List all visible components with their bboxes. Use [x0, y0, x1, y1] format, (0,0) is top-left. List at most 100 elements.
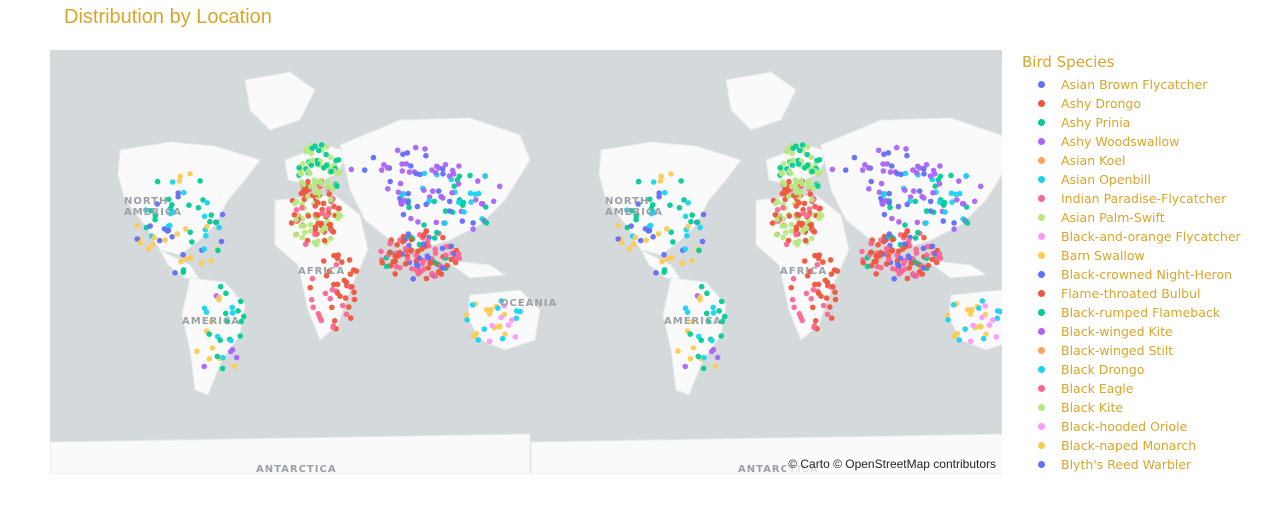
observation-marker[interactable] — [780, 205, 786, 211]
observation-marker[interactable] — [326, 268, 333, 274]
observation-marker[interactable] — [805, 184, 811, 191]
observation-marker[interactable] — [172, 270, 178, 276]
observation-marker[interactable] — [685, 200, 691, 206]
observation-marker[interactable] — [425, 255, 432, 261]
observation-marker[interactable] — [808, 221, 815, 228]
observation-marker[interactable] — [288, 220, 295, 226]
observation-marker[interactable] — [315, 200, 321, 206]
observation-marker[interactable] — [346, 257, 353, 263]
observation-marker[interactable] — [956, 178, 962, 184]
observation-marker[interactable] — [137, 240, 144, 246]
observation-marker[interactable] — [351, 289, 357, 295]
observation-marker[interactable] — [393, 263, 400, 270]
observation-marker[interactable] — [432, 250, 439, 256]
observation-marker[interactable] — [881, 211, 888, 218]
observation-marker[interactable] — [650, 234, 656, 240]
observation-marker[interactable] — [512, 334, 519, 340]
observation-marker[interactable] — [629, 208, 635, 214]
observation-marker[interactable] — [327, 154, 334, 161]
observation-marker[interactable] — [842, 167, 849, 173]
observation-marker[interactable] — [475, 337, 482, 343]
observation-marker[interactable] — [495, 323, 502, 330]
observation-marker[interactable] — [209, 345, 216, 351]
observation-marker[interactable] — [769, 220, 776, 226]
observation-marker[interactable] — [421, 232, 427, 238]
observation-marker[interactable] — [682, 213, 689, 220]
observation-marker[interactable] — [782, 229, 789, 236]
observation-marker[interactable] — [880, 168, 887, 174]
observation-marker[interactable] — [413, 267, 420, 273]
legend-item[interactable]: Black-crowned Night-Heron — [1022, 265, 1241, 284]
observation-marker[interactable] — [921, 166, 927, 172]
observation-marker[interactable] — [439, 265, 446, 271]
observation-marker[interactable] — [655, 231, 662, 237]
observation-marker[interactable] — [237, 298, 244, 305]
observation-marker[interactable] — [204, 200, 210, 206]
observation-marker[interactable] — [186, 202, 192, 208]
observation-marker[interactable] — [219, 211, 226, 218]
observation-marker[interactable] — [615, 236, 621, 242]
observation-marker[interactable] — [802, 237, 809, 244]
observation-marker[interactable] — [486, 311, 493, 317]
observation-marker[interactable] — [498, 314, 504, 321]
observation-marker[interactable] — [976, 323, 983, 330]
observation-marker[interactable] — [696, 247, 702, 254]
observation-marker[interactable] — [880, 201, 886, 207]
observation-marker[interactable] — [951, 220, 957, 226]
observation-marker[interactable] — [489, 322, 495, 329]
observation-marker[interactable] — [979, 298, 986, 304]
observation-marker[interactable] — [994, 315, 1001, 322]
observation-marker[interactable] — [481, 326, 488, 332]
observation-marker[interactable] — [469, 302, 476, 308]
observation-marker[interactable] — [311, 177, 318, 183]
observation-marker[interactable] — [914, 219, 921, 226]
observation-marker[interactable] — [964, 220, 971, 226]
observation-marker[interactable] — [312, 231, 318, 238]
observation-marker[interactable] — [681, 197, 687, 203]
observation-marker[interactable] — [682, 363, 688, 370]
observation-marker[interactable] — [431, 235, 438, 241]
observation-marker[interactable] — [307, 183, 314, 190]
observation-marker[interactable] — [689, 258, 695, 264]
observation-marker[interactable] — [904, 201, 910, 208]
observation-marker[interactable] — [169, 179, 176, 185]
observation-marker[interactable] — [396, 249, 403, 256]
observation-marker[interactable] — [940, 202, 947, 208]
observation-marker[interactable] — [963, 173, 969, 179]
observation-marker[interactable] — [795, 161, 802, 167]
observation-marker[interactable] — [868, 240, 874, 247]
observation-marker[interactable] — [216, 294, 222, 301]
observation-marker[interactable] — [154, 178, 161, 185]
observation-marker[interactable] — [501, 303, 508, 309]
observation-marker[interactable] — [694, 219, 701, 226]
observation-marker[interactable] — [788, 183, 795, 190]
observation-marker[interactable] — [217, 283, 224, 290]
observation-marker[interactable] — [880, 192, 887, 198]
observation-marker[interactable] — [443, 252, 449, 258]
observation-marker[interactable] — [829, 315, 835, 322]
observation-marker[interactable] — [405, 200, 411, 206]
observation-marker[interactable] — [399, 161, 405, 167]
observation-marker[interactable] — [151, 234, 158, 241]
observation-marker[interactable] — [403, 161, 410, 167]
observation-marker[interactable] — [291, 212, 298, 218]
observation-marker[interactable] — [449, 190, 455, 196]
observation-marker[interactable] — [166, 196, 172, 203]
observation-marker[interactable] — [298, 179, 305, 185]
observation-marker[interactable] — [490, 198, 497, 205]
legend-item[interactable]: Asian Palm-Swift — [1022, 208, 1241, 227]
observation-marker[interactable] — [810, 185, 816, 192]
observation-marker[interactable] — [924, 252, 930, 258]
observation-marker[interactable] — [718, 333, 724, 339]
observation-marker[interactable] — [176, 178, 183, 184]
legend-item[interactable]: Black Drongo — [1022, 360, 1241, 379]
observation-marker[interactable] — [169, 234, 175, 240]
observation-marker[interactable] — [394, 147, 401, 154]
observation-marker[interactable] — [718, 298, 725, 305]
observation-marker[interactable] — [886, 200, 892, 206]
observation-marker[interactable] — [937, 173, 944, 180]
observation-marker[interactable] — [901, 266, 908, 272]
observation-marker[interactable] — [799, 220, 806, 227]
observation-marker[interactable] — [967, 311, 974, 317]
observation-marker[interactable] — [994, 308, 1001, 314]
